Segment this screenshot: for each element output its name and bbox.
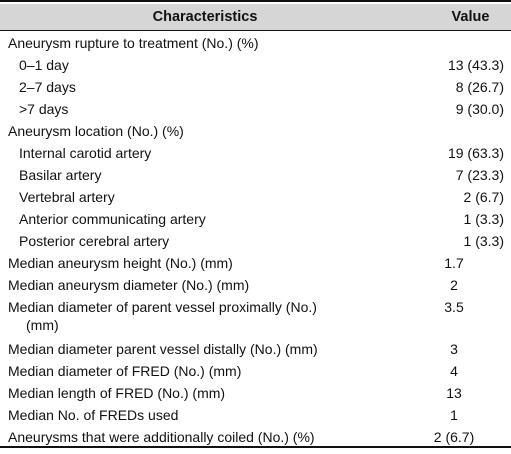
row-value: 7 (23.3) bbox=[455, 167, 504, 183]
table-row: Anterior communicating artery 1 (3.3) bbox=[0, 208, 511, 230]
row-label: 0–1 day bbox=[19, 57, 69, 73]
row-label: Posterior cerebral artery bbox=[19, 233, 170, 249]
table-row: >7 days 9 (30.0) bbox=[0, 98, 511, 120]
table-row: Posterior cerebral artery 1 (3.3) bbox=[0, 230, 511, 252]
table-row: Aneurysms that were additionally coiled … bbox=[0, 426, 511, 448]
table-row: 2–7 days 8 (26.7) bbox=[0, 76, 511, 98]
table-header: Characteristics Value bbox=[0, 4, 511, 31]
table-row: Median diameter of FRED (No.) (mm) 4 bbox=[0, 360, 511, 382]
row-label: Internal carotid artery bbox=[19, 145, 152, 161]
table-row: Median length of FRED (No.) (mm) 13 bbox=[0, 382, 511, 404]
row-label: Median aneurysm height (No.) (mm) bbox=[8, 255, 233, 271]
table-body: Aneurysm rupture to treatment (No.) (%) … bbox=[0, 32, 511, 448]
table-row: 0–1 day 13 (43.3) bbox=[0, 54, 511, 76]
row-value: 1 (3.3) bbox=[463, 233, 504, 249]
table-row: Internal carotid artery 19 (63.3) bbox=[0, 142, 511, 164]
row-label: Aneurysm rupture to treatment (No.) (%) bbox=[8, 35, 259, 51]
row-value: 3.5 bbox=[444, 299, 464, 315]
table-row: Median aneurysm diameter (No.) (mm) 2 bbox=[0, 274, 511, 296]
table-row: Median diameter parent vessel distally (… bbox=[0, 338, 511, 360]
table-top-rule bbox=[0, 0, 511, 2]
row-value: 9 (30.0) bbox=[455, 101, 504, 117]
row-label: Median diameter of parent vessel proxima… bbox=[8, 299, 317, 315]
table-row: Vertebral artery 2 (6.7) bbox=[0, 186, 511, 208]
row-value: 8 (26.7) bbox=[455, 79, 504, 95]
row-label: Anterior communicating artery bbox=[19, 211, 206, 227]
row-value: 3 bbox=[450, 341, 458, 357]
row-label: Median diameter parent vessel distally (… bbox=[8, 341, 318, 357]
header-characteristics: Characteristics bbox=[152, 9, 258, 25]
row-value: 1.7 bbox=[444, 255, 464, 271]
row-label: Median No. of FREDs used bbox=[8, 407, 179, 423]
row-label: 2–7 days bbox=[19, 79, 76, 95]
table-row: Median diameter of parent vessel proxima… bbox=[0, 296, 511, 338]
row-label-continuation: (mm) bbox=[26, 317, 59, 333]
table-row: Basilar artery 7 (23.3) bbox=[0, 164, 511, 186]
row-value: 2 (6.7) bbox=[463, 189, 504, 205]
row-value: 13 bbox=[446, 385, 462, 401]
table-row: Aneurysm rupture to treatment (No.) (%) bbox=[0, 32, 511, 54]
row-label: Aneurysm location (No.) (%) bbox=[8, 123, 184, 139]
row-label: Median length of FRED (No.) (mm) bbox=[8, 385, 226, 401]
table-row: Median No. of FREDs used 1 bbox=[0, 404, 511, 426]
row-label: Basilar artery bbox=[19, 167, 102, 183]
row-label: Vertebral artery bbox=[19, 189, 115, 205]
header-value: Value bbox=[451, 9, 490, 25]
row-value: 1 (3.3) bbox=[463, 211, 504, 227]
row-label: Median aneurysm diameter (No.) (mm) bbox=[8, 277, 250, 293]
table-row: Median aneurysm height (No.) (mm) 1.7 bbox=[0, 252, 511, 274]
row-value: 13 (43.3) bbox=[447, 57, 504, 73]
row-value: 19 (63.3) bbox=[447, 145, 504, 161]
table-row: Aneurysm location (No.) (%) bbox=[0, 120, 511, 142]
row-label: >7 days bbox=[19, 101, 69, 117]
row-value: 2 (6.7) bbox=[433, 429, 475, 445]
row-label: Aneurysms that were additionally coiled … bbox=[8, 429, 315, 445]
table-bottom-rule bbox=[0, 446, 511, 448]
row-value: 2 bbox=[450, 277, 458, 293]
row-label: Median diameter of FRED (No.) (mm) bbox=[8, 363, 242, 379]
row-value: 4 bbox=[450, 363, 458, 379]
row-value: 1 bbox=[450, 407, 458, 423]
